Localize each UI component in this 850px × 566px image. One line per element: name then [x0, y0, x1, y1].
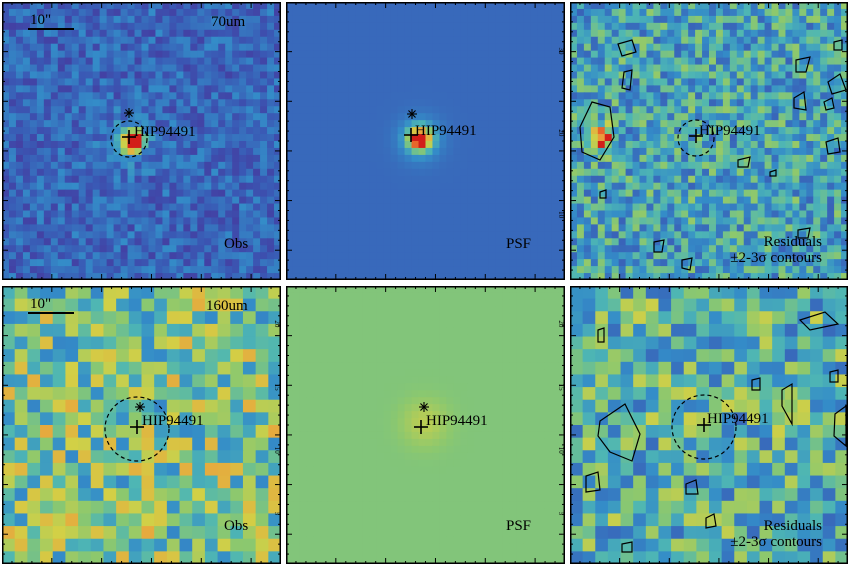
contour-line	[579, 101, 615, 161]
star-marker-icon	[124, 108, 134, 118]
cross-marker-icon	[122, 130, 136, 144]
star-marker-icon	[419, 402, 429, 412]
contour-line	[827, 73, 847, 95]
contour-line	[621, 69, 633, 91]
image-psf-70um: 30 20 10 PSF HIP94491	[286, 2, 565, 280]
panel-label-psf: PSF	[506, 518, 531, 534]
axis-tick-label: 10	[273, 447, 281, 455]
axes-frame	[2, 286, 281, 564]
panel-residuals-160um: HIP94491 Residuals ±2-3σ contours	[570, 286, 848, 564]
image-residuals-160um: HIP94491 Residuals±2-3σ contours	[570, 286, 848, 564]
axis-tick-label: 10	[557, 211, 565, 219]
contour-line	[681, 257, 693, 271]
contour-line	[769, 169, 777, 177]
source-label: HIP94491	[699, 123, 761, 139]
cross-marker-icon	[697, 418, 711, 432]
contour-line	[685, 479, 699, 495]
aperture-circle	[104, 396, 170, 462]
source-label: HIP94491	[415, 123, 477, 139]
star-marker-icon	[407, 109, 417, 119]
contour-line	[797, 227, 811, 239]
pixel-map	[2, 286, 281, 564]
axis-tick-label: 15	[273, 384, 281, 392]
aperture-circle	[110, 120, 148, 158]
pixel-map	[570, 2, 848, 280]
contour-line	[705, 513, 717, 529]
panel-label-obs: Obs	[224, 518, 248, 534]
source-label: HIP94491	[142, 413, 204, 429]
panel-label-obs: Obs	[224, 236, 248, 252]
contour-line	[829, 369, 839, 383]
panel-obs-160um: 20 15 10 5 10" 160um Obs HIP94491	[2, 286, 281, 564]
panel-psf-160um: 20 15 10 5 PSF HIP94491	[286, 286, 565, 564]
scale-bar: 10"	[28, 296, 74, 314]
contour-line	[617, 39, 637, 57]
axis-tick-label: 20	[273, 320, 281, 328]
contour-line	[597, 403, 641, 462]
contour-line	[597, 327, 605, 343]
axis-tick-label: 20	[557, 320, 565, 328]
contour-line	[653, 239, 665, 253]
contour-line	[795, 56, 811, 73]
panel-residuals-70um: HIP94491 Residuals ±2-3σ contours	[570, 2, 848, 280]
contour-line	[825, 137, 841, 155]
axis-tick-label: 5	[273, 512, 281, 516]
contour-line	[793, 91, 807, 111]
contour-line	[823, 97, 835, 111]
axis-tick-label: 10	[557, 447, 565, 455]
panel-psf-70um: 30 20 10 PSF HIP94491	[286, 2, 565, 280]
contour-line	[833, 39, 843, 51]
source-label: HIP94491	[707, 411, 769, 427]
contour-line	[599, 189, 607, 199]
panel-label-contours: ±2-3σ contours	[730, 250, 822, 266]
axes-frame	[2, 2, 281, 280]
scale-bar-label: 10"	[30, 296, 51, 312]
axes-frame	[286, 286, 565, 564]
contour-line	[833, 404, 847, 448]
cross-marker-icon	[404, 128, 418, 142]
image-obs-70um: 10" 70um Obs HIP94491	[2, 2, 281, 280]
image-psf-160um: 20 15 10 5 PSF HIP94491	[286, 286, 565, 564]
pixel-map	[286, 286, 565, 564]
axes-frame	[570, 286, 848, 564]
panel-label-residuals: Residuals	[764, 518, 822, 534]
band-label: 70um	[211, 14, 246, 30]
pixel-map	[2, 2, 281, 280]
contour-line	[781, 382, 793, 427]
panel-obs-70um: 10" 70um Obs HIP94491	[2, 2, 281, 280]
image-obs-160um: 20 15 10 5 10" 160um Obs HIP94491	[2, 286, 281, 564]
axes-frame	[286, 2, 565, 280]
contour-line	[585, 471, 601, 493]
axis-tick-label: 15	[557, 384, 565, 392]
contour-line	[798, 311, 840, 331]
panel-label-contours: ±2-3σ contours	[730, 534, 822, 550]
scale-bar-label: 10"	[30, 12, 51, 28]
contour-line	[751, 377, 761, 391]
contour-line	[737, 156, 751, 168]
axis-tick-label: 5	[557, 512, 565, 516]
contour-line	[621, 541, 633, 553]
scale-bar: 10"	[28, 12, 74, 30]
star-marker-icon	[135, 402, 145, 412]
band-label: 160um	[206, 298, 248, 314]
axis-tick-label: 20	[557, 129, 565, 137]
panel-label-psf: PSF	[506, 236, 531, 252]
pixel-map	[286, 2, 565, 280]
cross-marker-icon	[130, 420, 144, 434]
source-label: HIP94491	[134, 124, 196, 140]
source-label: HIP94491	[426, 413, 488, 429]
axis-tick-label: 30	[557, 48, 565, 56]
aperture-circle	[671, 394, 737, 460]
cross-marker-icon	[414, 420, 428, 434]
aperture-circle	[677, 119, 715, 157]
panel-label-residuals: Residuals	[764, 234, 822, 250]
image-residuals-70um: HIP94491 Residuals±2-3σ contours	[570, 2, 848, 280]
axes-frame	[570, 2, 848, 280]
cross-marker-icon	[689, 129, 703, 143]
